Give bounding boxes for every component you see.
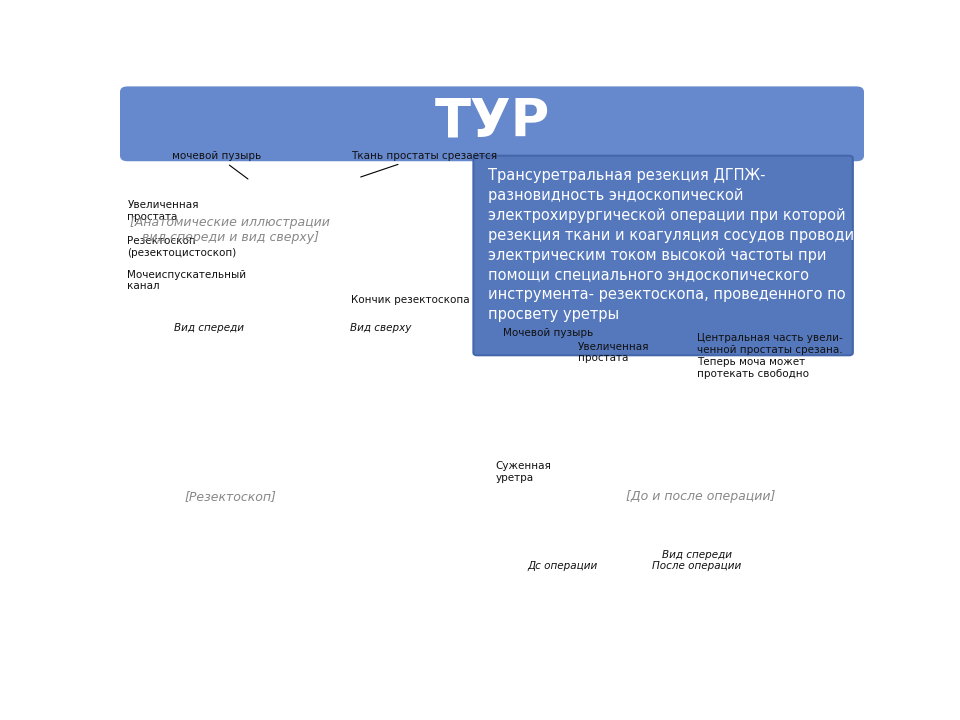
Text: Ткань простаты срезается: Ткань простаты срезается <box>350 150 496 177</box>
Text: Мочевой пузырь: Мочевой пузырь <box>503 328 593 338</box>
Text: После операции: После операции <box>652 561 741 571</box>
Text: [До и после операции]: [До и после операции] <box>626 490 776 503</box>
Text: [Анатомические иллюстрации
вид спереди и вид сверху]: [Анатомические иллюстрации вид спереди и… <box>131 217 330 244</box>
Text: Центральная часть увели-
ченной простаты срезана.
Теперь моча может
протекать св: Центральная часть увели- ченной простаты… <box>697 333 842 379</box>
Text: [Резектоскоп]: [Резектоскоп] <box>184 490 276 503</box>
Text: Увеличенная
простата: Увеличенная простата <box>578 342 649 364</box>
Text: Увеличенная
простата: Увеличенная простата <box>128 200 199 222</box>
Text: Мочеиспускательный
канал: Мочеиспускательный канал <box>128 269 247 291</box>
Text: Кончик резектоскопа: Кончик резектоскопа <box>350 295 469 305</box>
FancyBboxPatch shape <box>473 156 852 355</box>
Text: Вид спереди: Вид спереди <box>661 550 732 560</box>
Text: Суженная
уретра: Суженная уретра <box>495 461 552 482</box>
Text: Резектоскоп
(резектоцистоскоп): Резектоскоп (резектоцистоскоп) <box>128 236 237 258</box>
Text: ТУР: ТУР <box>434 95 550 147</box>
Text: Трансуретральная резекция ДГПЖ-
разновидность эндоскопической
электрохирургическ: Трансуретральная резекция ДГПЖ- разновид… <box>489 168 879 322</box>
Text: мочевой пузырь: мочевой пузырь <box>172 150 261 179</box>
FancyBboxPatch shape <box>120 86 864 161</box>
Text: Дс операции: Дс операции <box>528 561 598 571</box>
Text: Вид спереди: Вид спереди <box>175 323 244 333</box>
Text: Вид сверху: Вид сверху <box>349 323 411 333</box>
